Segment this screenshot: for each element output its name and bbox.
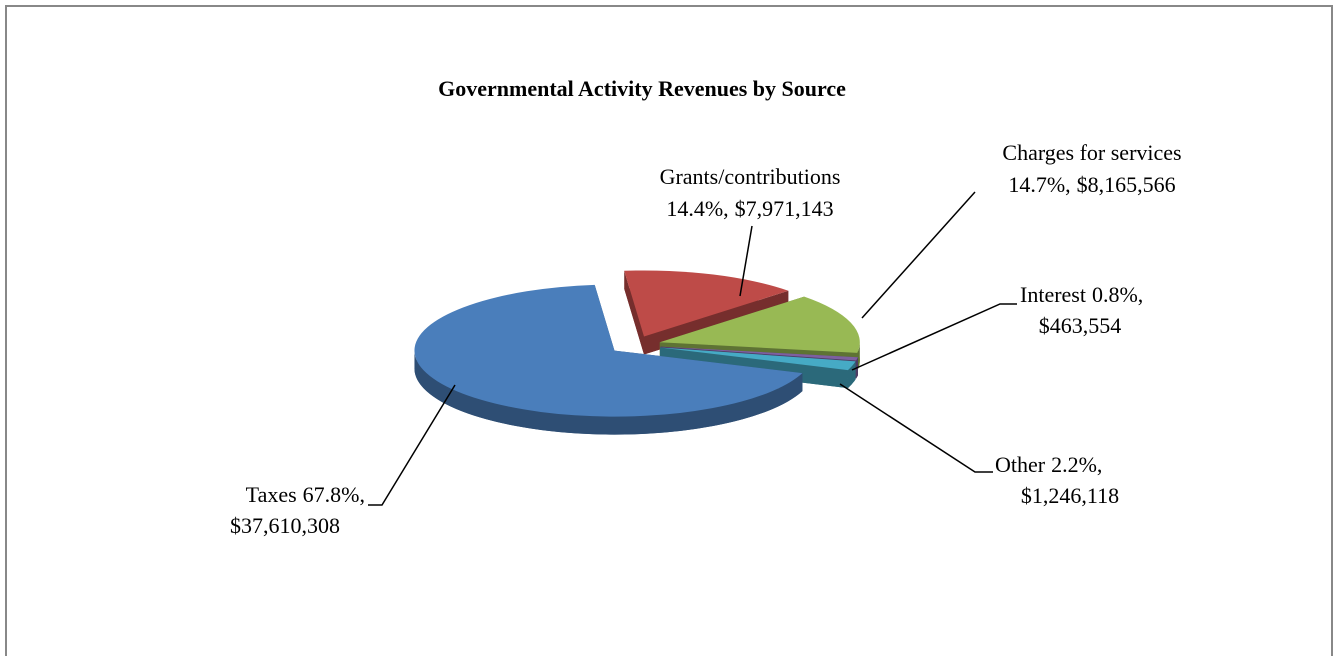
slice xyxy=(624,270,789,355)
data-label-part: Other xyxy=(995,452,1046,477)
leader-line xyxy=(739,225,753,297)
data-label-part: Charges for services xyxy=(1002,140,1181,165)
slice-face xyxy=(624,270,645,355)
slice-top xyxy=(659,296,860,353)
data-label-part: $463,554 xyxy=(1039,313,1122,338)
slice-top xyxy=(660,346,858,361)
data-label-part: 67.8%, xyxy=(303,482,365,507)
data-label: 14.4%, $7,971,143 xyxy=(666,196,833,221)
data-label-part: 14.7%, xyxy=(1008,172,1070,197)
data-label-part: $1,246,118 xyxy=(1021,483,1119,508)
data-label: Grants/contributions xyxy=(660,164,841,189)
slice-top xyxy=(414,284,803,417)
data-label: Interest 0.8%, xyxy=(1020,282,1143,307)
data-label: Taxes 67.8%, xyxy=(246,482,365,507)
chart-title: Governmental Activity Revenues by Source xyxy=(438,76,846,101)
data-label: 14.7%, $8,165,566 xyxy=(1008,172,1175,197)
data-label-part: 2.2%, xyxy=(1051,452,1102,477)
data-label: $1,246,118 xyxy=(1021,483,1119,508)
data-label-part: 0.8%, xyxy=(1092,282,1143,307)
slice-top xyxy=(624,270,789,337)
data-label-part: Grants/contributions xyxy=(660,164,841,189)
data-label: $37,610,308 xyxy=(230,513,340,538)
slice-wall xyxy=(414,350,803,435)
data-label-part: Interest xyxy=(1020,282,1086,307)
leader-line xyxy=(851,303,1017,371)
leader-line xyxy=(861,191,976,319)
data-label-part: Taxes xyxy=(246,482,297,507)
data-label-part: $37,610,308 xyxy=(230,513,340,538)
slice-wall xyxy=(847,361,856,389)
data-label-part: $8,165,566 xyxy=(1077,172,1176,197)
slice xyxy=(414,284,803,435)
data-label-part: $7,971,143 xyxy=(735,196,834,221)
data-label: Charges for services xyxy=(1002,140,1181,165)
data-label: $463,554 xyxy=(1039,313,1122,338)
data-label: Other 2.2%, xyxy=(995,452,1102,477)
data-label-part: 14.4%, xyxy=(666,196,728,221)
slice-top xyxy=(659,347,856,371)
leader-line xyxy=(839,383,993,473)
leader-line xyxy=(368,384,456,506)
